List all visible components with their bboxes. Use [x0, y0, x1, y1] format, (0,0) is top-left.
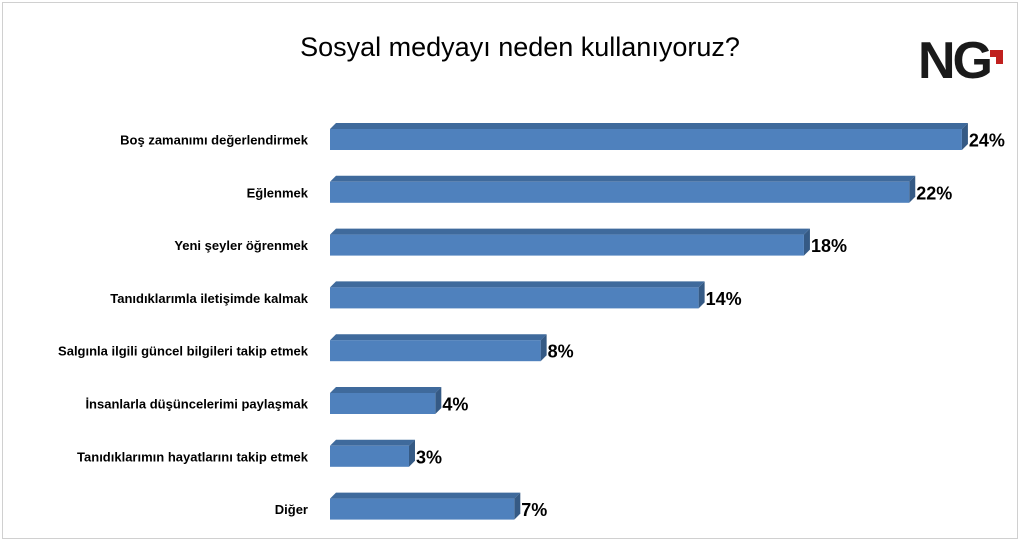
bar: [330, 181, 910, 203]
data-label: 22%: [916, 183, 952, 203]
category-label: İnsanlarla düşüncelerimi paylaşmak: [85, 397, 308, 412]
category-label: Diğer: [275, 502, 308, 517]
bar-top: [330, 281, 705, 288]
bar-top: [330, 387, 442, 393]
data-label: 3%: [416, 447, 442, 467]
data-label: 8%: [548, 342, 574, 362]
category-label: Tanıdıklarımın hayatlarını takip etmek: [77, 449, 309, 464]
bar: [330, 287, 699, 309]
data-label: 14%: [706, 289, 742, 309]
data-label: 4%: [442, 395, 468, 415]
bar-side: [540, 334, 547, 362]
bar-top: [330, 175, 916, 182]
bar-top: [330, 492, 521, 499]
bar: [330, 445, 409, 467]
data-label: 24%: [969, 131, 1005, 151]
bar-top: [330, 334, 547, 341]
bar-side: [909, 175, 916, 203]
category-label: Tanıdıklarımla iletişimde kalmak: [110, 291, 309, 306]
bar: [330, 234, 804, 256]
ng-logo: NG: [918, 32, 1003, 90]
bar: [330, 129, 962, 150]
category-label: Salgınla ilgili güncel bilgileri takip e…: [58, 344, 309, 359]
bar-top: [330, 439, 415, 446]
bar-top: [330, 123, 968, 129]
bar-side: [435, 387, 442, 414]
category-label: Eğlenmek: [247, 185, 309, 200]
bar: [330, 340, 541, 362]
category-label: Boş zamanımı değerlendirmek: [120, 133, 309, 148]
bar-side: [698, 281, 705, 309]
bar-side: [961, 123, 968, 150]
data-label: 18%: [811, 236, 847, 256]
bar-top: [330, 228, 810, 235]
bar: [330, 498, 515, 520]
data-label: 7%: [521, 500, 547, 520]
bar-side: [803, 228, 810, 256]
svg-text:NG: NG: [918, 32, 991, 90]
bar-side: [514, 492, 521, 520]
category-label: Yeni şeyler öğrenmek: [174, 238, 308, 253]
bar: [330, 393, 436, 414]
bar-side: [408, 439, 415, 467]
chart-title: Sosyal medyayı neden kullanıyoruz?: [300, 32, 740, 62]
